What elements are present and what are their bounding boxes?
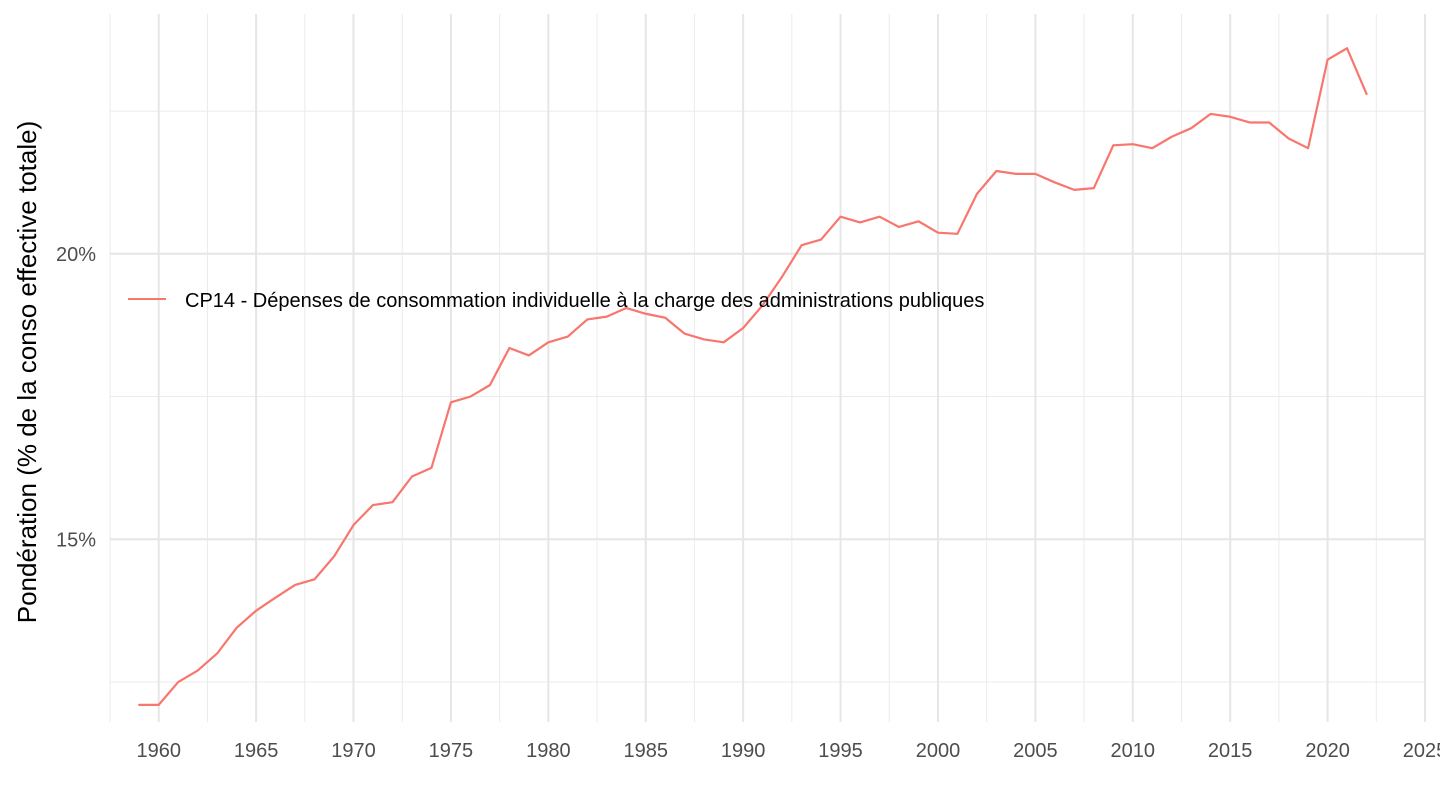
x-tick-label: 2000	[916, 740, 961, 762]
x-tick-label: 1970	[331, 740, 376, 762]
x-tick-label: 1965	[234, 740, 279, 762]
x-tick-label: 1980	[526, 740, 571, 762]
minor-gridlines-y	[110, 110, 1425, 683]
y-tick-label: 20%	[56, 244, 96, 266]
x-tick-label: 1990	[721, 740, 766, 762]
x-tick-label: 2010	[1111, 740, 1156, 762]
y-axis-tick-labels: 15% 20%	[56, 244, 96, 551]
x-tick-label: 1975	[429, 740, 474, 762]
legend-label: CP14 - Dépenses de consommation individu…	[185, 290, 984, 312]
x-tick-label: 1960	[136, 740, 181, 762]
series-line-0	[138, 47, 1368, 706]
major-gridlines-x	[157, 14, 1426, 722]
major-gridlines-y	[110, 252, 1425, 541]
x-tick-label: 2020	[1305, 740, 1350, 762]
x-tick-label: 1995	[818, 740, 863, 762]
series-layer	[138, 47, 1368, 706]
x-tick-label: 1985	[623, 740, 668, 762]
x-tick-label: 2015	[1208, 740, 1253, 762]
y-axis-title: Pondération (% de la conso effective tot…	[12, 121, 42, 624]
x-tick-label: 2025	[1403, 740, 1440, 762]
x-tick-label: 2005	[1013, 740, 1058, 762]
legend: CP14 - Dépenses de consommation individu…	[128, 290, 984, 312]
y-tick-label: 15%	[56, 529, 96, 551]
x-axis-tick-labels: 1960 1965 1970 1975 1980 1985 1990 1995 2000 2005…	[136, 740, 1440, 762]
